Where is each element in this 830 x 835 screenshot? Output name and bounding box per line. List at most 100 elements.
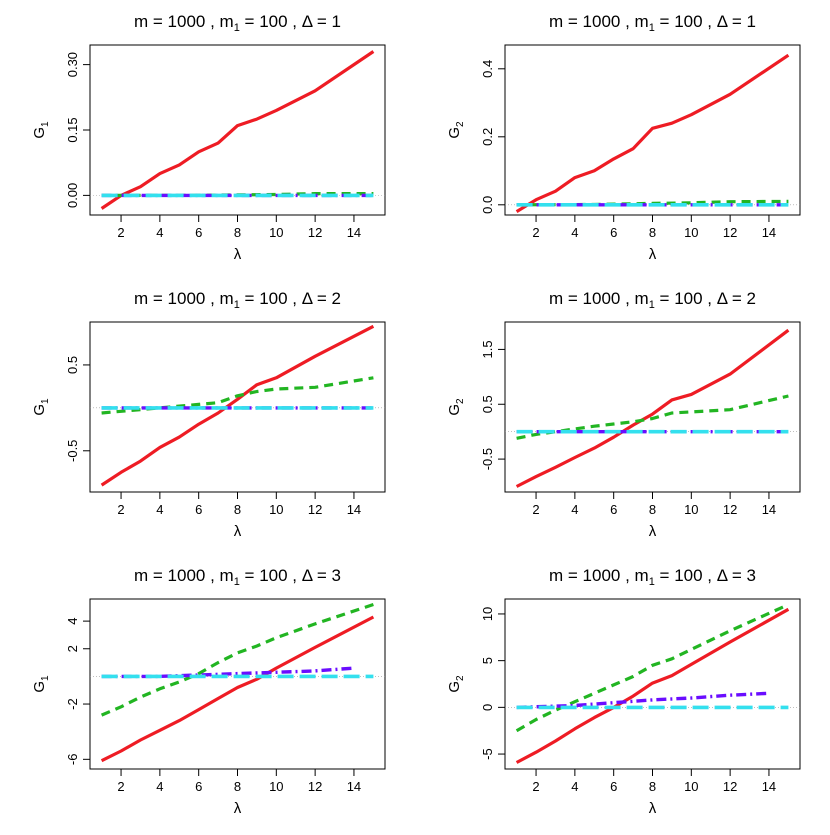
series-group: [100, 50, 375, 210]
chart-title: m = 1000 , m1 = 100 , Δ = 2: [549, 289, 756, 311]
title-m1-sub: 1: [649, 22, 655, 34]
title-m1-val: = 100 ,: [655, 12, 717, 31]
title-delta: Δ = 3: [717, 566, 756, 585]
y-axis: 0.00 0.15 0.30: [65, 52, 90, 208]
x-tick-label: 14: [762, 502, 776, 517]
x-tick-label: 8: [649, 502, 656, 517]
title-m1-sub: 1: [234, 299, 240, 311]
x-tick-label: 4: [571, 502, 578, 517]
series-group: [515, 328, 790, 488]
x-axis-label: λ: [234, 523, 242, 540]
x-tick-label: 12: [723, 225, 737, 240]
series-line-red: [100, 50, 375, 210]
x-axis: 2 4 6 8 10 12 14: [117, 769, 361, 794]
title-m1-sub: 1: [234, 22, 240, 34]
x-tick-label: 8: [234, 779, 241, 794]
x-tick-label: 2: [117, 502, 124, 517]
title-m: m = 1000 ,: [134, 12, 220, 31]
x-tick-label: 2: [532, 779, 539, 794]
y-tick-label: 2: [65, 645, 80, 652]
y-tick-label: -6: [65, 754, 80, 766]
y-tick-label: 10: [480, 607, 495, 621]
y-axis: -0.5 0.5: [65, 356, 90, 462]
y-tick-label: 5: [480, 657, 495, 664]
series-line-red: [515, 53, 790, 213]
y-tick-label: 1.5: [480, 340, 495, 358]
x-tick-label: 10: [684, 225, 698, 240]
x-tick-label: 12: [723, 779, 737, 794]
y-tick-label: 0.00: [65, 183, 80, 208]
y-tick-label: 0.15: [65, 117, 80, 142]
x-tick-label: 14: [347, 779, 361, 794]
x-tick-label: 10: [269, 779, 283, 794]
y-tick-label: -5: [480, 748, 495, 760]
title-m1: m: [220, 12, 234, 31]
y-tick-label: -0.5: [480, 448, 495, 470]
chart-title: m = 1000 , m1 = 100 , Δ = 1: [134, 12, 341, 34]
y-axis-label: G2: [446, 398, 466, 416]
x-tick-label: 12: [723, 502, 737, 517]
plot-frame: [504, 321, 801, 493]
y-tick-label: 0: [480, 704, 495, 711]
x-tick-label: 14: [347, 225, 361, 240]
x-tick-label: 10: [684, 779, 698, 794]
x-axis: 2 4 6 8 10 12 14: [532, 492, 776, 517]
y-axis-label: G1: [31, 121, 51, 139]
x-tick-label: 6: [610, 502, 617, 517]
series-line-red: [515, 607, 790, 764]
x-tick-label: 10: [269, 502, 283, 517]
title-m1-sub: 1: [649, 576, 655, 588]
title-delta: Δ = 1: [302, 12, 341, 31]
x-tick-label: 6: [195, 502, 202, 517]
x-tick-label: 6: [195, 225, 202, 240]
chart-title: m = 1000 , m1 = 100 , Δ = 3: [549, 566, 756, 588]
y-axis-label: G2: [446, 121, 466, 139]
chart-title: m = 1000 , m1 = 100 , Δ = 3: [134, 566, 341, 588]
y-axis-label: G2: [446, 675, 466, 693]
chart-panel-4: m = 1000 , m1 = 100 , Δ = 2 2 4 6 8 10 12 14 λ -0…: [446, 289, 801, 540]
title-m1-val: = 100 ,: [655, 289, 717, 308]
x-axis-label: λ: [234, 800, 242, 817]
series-line-purple: [101, 666, 355, 679]
series-line-green: [515, 603, 790, 733]
title-m1-val: = 100 ,: [240, 566, 302, 585]
x-axis: 2 4 6 8 10 12 14: [117, 492, 361, 517]
x-tick-label: 4: [571, 779, 578, 794]
series-group: [100, 602, 375, 763]
title-m1-sub: 1: [234, 576, 240, 588]
x-axis: 2 4 6 8 10 12 14: [532, 215, 776, 240]
y-axis: -6 -2 2 4: [65, 617, 90, 765]
y-tick-label: 0.4: [480, 60, 495, 78]
title-m1-val: = 100 ,: [240, 289, 302, 308]
title-m1: m: [635, 566, 649, 585]
series-line-red: [100, 615, 375, 763]
x-tick-label: 12: [308, 225, 322, 240]
chart-panel-1: m = 1000 , m1 = 100 , Δ = 1 2 4 6 8 10 12 14 λ 0.…: [31, 12, 386, 263]
y-axis: 0.0 0.2 0.4: [480, 60, 505, 214]
title-m1-val: = 100 ,: [240, 12, 302, 31]
x-tick-label: 12: [308, 502, 322, 517]
series-line-green: [101, 376, 374, 415]
y-tick-label: 0.5: [480, 395, 495, 413]
x-tick-label: 2: [117, 779, 124, 794]
series-line-purple: [516, 691, 769, 710]
x-axis-label: λ: [234, 246, 242, 263]
x-tick-label: 8: [649, 779, 656, 794]
title-m1-val: = 100 ,: [655, 566, 717, 585]
series-line-red: [100, 324, 375, 487]
x-tick-label: 10: [269, 225, 283, 240]
x-tick-label: 12: [308, 779, 322, 794]
x-tick-label: 4: [156, 225, 163, 240]
x-tick-label: 4: [571, 225, 578, 240]
x-tick-label: 4: [156, 502, 163, 517]
x-tick-label: 6: [610, 225, 617, 240]
title-m: m = 1000 ,: [549, 566, 635, 585]
y-tick-label: 0.30: [65, 52, 80, 77]
chart-panel-2: m = 1000 , m1 = 100 , Δ = 1 2 4 6 8 10 12 14 λ 0.…: [446, 12, 801, 263]
x-tick-label: 14: [762, 779, 776, 794]
y-axis-label: G1: [31, 398, 51, 416]
title-m1: m: [635, 12, 649, 31]
title-delta: Δ = 1: [717, 12, 756, 31]
